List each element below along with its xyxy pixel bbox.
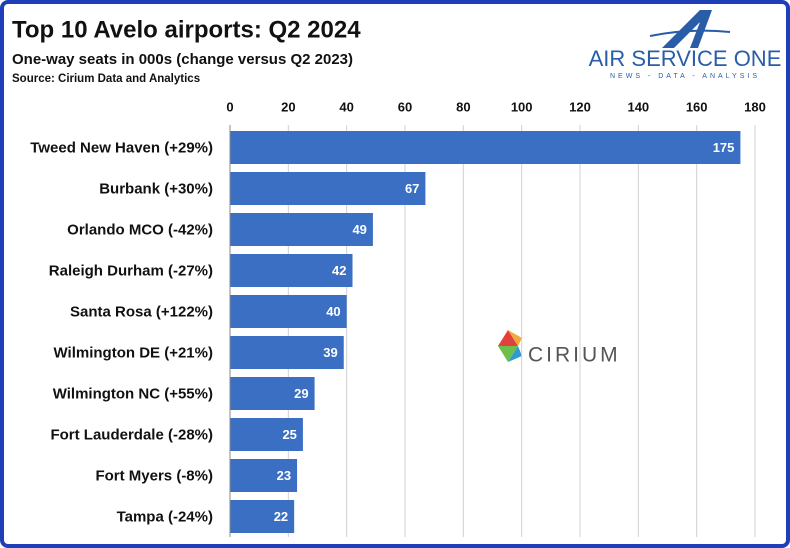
bar bbox=[230, 213, 373, 246]
value-label: 23 bbox=[277, 468, 291, 483]
bar bbox=[230, 254, 353, 287]
air-service-one-icon bbox=[662, 10, 712, 48]
bar bbox=[230, 500, 295, 533]
cirium-icon bbox=[498, 330, 522, 362]
value-label: 25 bbox=[282, 427, 296, 442]
x-tick-label: 160 bbox=[686, 99, 708, 114]
bar bbox=[230, 295, 347, 328]
value-label: 22 bbox=[274, 509, 288, 524]
y-tick-label: Wilmington NC (+55%) bbox=[53, 385, 213, 402]
value-label: 175 bbox=[713, 140, 735, 155]
x-tick-label: 100 bbox=[511, 99, 533, 114]
chart-title: Top 10 Avelo airports: Q2 2024 bbox=[12, 16, 361, 43]
x-tick-label: 60 bbox=[398, 99, 412, 114]
y-tick-label: Burbank (+30%) bbox=[99, 180, 213, 197]
x-tick-label: 20 bbox=[281, 99, 295, 114]
bar bbox=[230, 172, 426, 205]
x-tick-label: 120 bbox=[569, 99, 591, 114]
bar bbox=[230, 418, 303, 451]
value-label: 29 bbox=[294, 386, 308, 401]
bar bbox=[230, 336, 344, 369]
x-tick-label: 180 bbox=[744, 99, 766, 114]
chart-source: Source: Cirium Data and Analytics bbox=[12, 73, 200, 85]
y-tick-label: Raleigh Durham (-27%) bbox=[49, 262, 213, 279]
bar bbox=[230, 131, 741, 164]
y-tick-label: Orlando MCO (-42%) bbox=[67, 221, 213, 238]
air-service-one-tagline: NEWS - DATA - ANALYSIS bbox=[610, 73, 760, 80]
value-label: 49 bbox=[352, 222, 366, 237]
chart-subtitle: One-way seats in 000s (change versus Q2 … bbox=[12, 51, 353, 68]
value-label: 40 bbox=[326, 304, 340, 319]
air-service-one-logo: AIR SERVICE ONE bbox=[589, 46, 782, 71]
value-label: 39 bbox=[323, 345, 337, 360]
y-tick-label: Fort Myers (-8%) bbox=[95, 467, 213, 484]
x-tick-label: 140 bbox=[627, 99, 649, 114]
y-tick-label: Tweed New Haven (+29%) bbox=[30, 139, 213, 156]
x-tick-label: 80 bbox=[456, 99, 470, 114]
bar bbox=[230, 377, 315, 410]
y-tick-label: Tampa (-24%) bbox=[117, 508, 213, 525]
bar bbox=[230, 459, 298, 492]
y-tick-label: Fort Lauderdale (-28%) bbox=[50, 426, 213, 443]
x-tick-label: 40 bbox=[339, 99, 353, 114]
cirium-logo: CIRIUM bbox=[528, 344, 621, 367]
y-tick-label: Wilmington DE (+21%) bbox=[54, 344, 213, 361]
value-label: 67 bbox=[405, 181, 419, 196]
x-tick-label: 0 bbox=[226, 99, 233, 114]
air-service-one-swoosh bbox=[649, 29, 731, 37]
value-label: 42 bbox=[332, 263, 346, 278]
y-tick-label: Santa Rosa (+122%) bbox=[70, 303, 213, 320]
